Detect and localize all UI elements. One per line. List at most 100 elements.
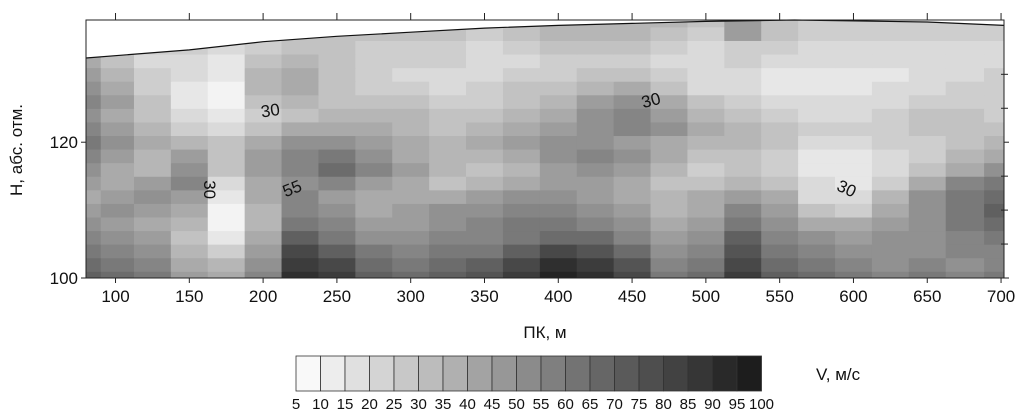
velocity-cell xyxy=(170,149,209,164)
velocity-cell xyxy=(429,257,467,272)
velocity-cell xyxy=(170,216,209,232)
velocity-cell xyxy=(908,108,947,123)
velocity-cell xyxy=(100,271,135,278)
velocity-cell xyxy=(871,271,910,278)
velocity-cell xyxy=(945,26,985,41)
velocity-cell xyxy=(502,67,541,82)
velocity-cell xyxy=(724,67,762,82)
velocity-cell xyxy=(908,81,947,96)
velocity-cell xyxy=(281,271,320,278)
velocity-cell xyxy=(392,230,430,245)
velocity-cell xyxy=(100,94,135,109)
velocity-cell xyxy=(613,40,652,55)
velocity-cell xyxy=(798,20,836,28)
velocity-cell xyxy=(86,244,102,259)
velocity-cell xyxy=(355,257,393,272)
velocity-cell xyxy=(576,67,615,82)
velocity-cell xyxy=(170,108,209,123)
velocity-cell xyxy=(761,94,799,109)
velocity-cell xyxy=(466,26,504,41)
legend-swatch xyxy=(736,355,762,392)
velocity-cell xyxy=(576,216,615,232)
velocity-cell xyxy=(724,189,762,204)
velocity-cell xyxy=(761,257,799,272)
velocity-cell xyxy=(355,67,393,82)
plot-frame xyxy=(85,19,1005,279)
legend-swatch xyxy=(687,355,713,392)
velocity-cell xyxy=(687,149,725,164)
velocity-cell xyxy=(466,244,504,259)
velocity-cell xyxy=(724,216,762,232)
velocity-cell xyxy=(835,149,873,164)
legend-swatch xyxy=(589,355,615,392)
velocity-cell xyxy=(835,26,873,41)
x-tick-label: 500 xyxy=(692,287,720,306)
velocity-cell xyxy=(687,257,725,272)
velocity-cell xyxy=(355,81,393,96)
velocity-cell xyxy=(170,135,209,150)
velocity-cell xyxy=(724,135,762,150)
velocity-cell xyxy=(908,230,947,245)
velocity-cell xyxy=(945,67,985,82)
velocity-cell xyxy=(86,189,102,204)
legend-swatch xyxy=(565,355,591,392)
velocity-cell xyxy=(244,189,283,204)
velocity-cell xyxy=(133,135,172,150)
velocity-cell xyxy=(687,135,725,150)
velocity-cell xyxy=(650,216,689,232)
velocity-cell xyxy=(798,53,836,69)
velocity-cell xyxy=(613,216,652,232)
velocity-cell xyxy=(466,40,504,55)
velocity-cell xyxy=(429,189,467,204)
velocity-cell xyxy=(502,244,541,259)
velocity-cell xyxy=(133,257,172,272)
velocity-cell xyxy=(798,244,836,259)
velocity-cell xyxy=(502,108,541,123)
velocity-cell xyxy=(871,26,910,41)
velocity-cell xyxy=(835,176,873,191)
velocity-cell xyxy=(650,244,689,259)
velocity-cell xyxy=(687,81,725,96)
velocity-cell xyxy=(133,53,172,69)
velocity-cell xyxy=(207,216,246,232)
velocity-cell xyxy=(281,230,320,245)
velocity-cell xyxy=(908,176,947,191)
velocity-cell xyxy=(984,230,1004,245)
velocity-cell xyxy=(761,67,799,82)
velocity-cell xyxy=(945,53,985,69)
velocity-cell xyxy=(871,230,910,245)
velocity-cell xyxy=(724,162,762,177)
velocity-cell xyxy=(945,108,985,123)
velocity-cell xyxy=(984,244,1004,259)
velocity-cell xyxy=(502,176,541,191)
velocity-cell xyxy=(984,189,1004,204)
velocity-cell xyxy=(100,121,135,137)
velocity-cell xyxy=(244,53,283,69)
legend-value: 80 xyxy=(655,396,672,413)
velocity-cell xyxy=(207,230,246,245)
velocity-cell xyxy=(244,203,283,218)
velocity-cell xyxy=(687,189,725,204)
velocity-cell xyxy=(355,149,393,164)
legend-swatch xyxy=(663,355,689,392)
velocity-cell xyxy=(945,203,985,218)
velocity-cell xyxy=(835,108,873,123)
x-axis-label: ПК, м xyxy=(523,323,566,342)
velocity-cell xyxy=(207,94,246,109)
velocity-cell xyxy=(100,216,135,232)
velocity-cell xyxy=(318,244,356,259)
legend-value: 100 xyxy=(749,396,774,413)
velocity-cell xyxy=(244,121,283,137)
velocity-cell xyxy=(100,244,135,259)
legend-swatch xyxy=(369,355,395,392)
velocity-cell xyxy=(539,203,578,218)
velocity-cell xyxy=(798,271,836,278)
velocity-cell xyxy=(392,244,430,259)
velocity-cell xyxy=(835,94,873,109)
velocity-cell xyxy=(86,230,102,245)
velocity-cell xyxy=(133,189,172,204)
velocity-cell xyxy=(133,216,172,232)
velocity-cell xyxy=(318,53,356,69)
contour-label: 30 xyxy=(200,180,219,199)
velocity-cell xyxy=(835,162,873,177)
